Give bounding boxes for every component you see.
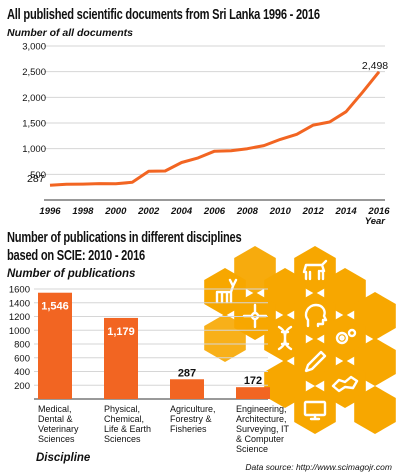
y-tick-label: 200 [14,381,30,392]
x-tick-label: 2010 [269,206,292,217]
x-tick-label: 2012 [302,206,325,217]
data-source: Data source: http://www.scimagojr.com [245,462,392,472]
y-tick-label: 800 [14,340,30,351]
series-line [49,70,381,187]
x-tick-label: 1998 [72,206,94,217]
y-tick-label: 3,000 [22,42,46,53]
gears-icon [335,328,357,345]
y-tick-label: 1000 [9,326,30,337]
bar [104,317,138,399]
y-tick-label: 1,500 [22,119,46,130]
x-tick-label: 2014 [335,206,358,217]
computer-icon [303,400,327,421]
y-tick-label: 1,000 [22,144,46,155]
honeycomb-cell [264,360,306,408]
x-tick-label: 2000 [104,206,127,217]
category-label: Forestry & [170,414,212,424]
category-label: Veterinary [38,424,79,434]
y-tick-label: 600 [14,353,30,364]
y-tick-label: 1400 [9,298,30,309]
bar [236,387,270,399]
bar-chart-ylabel: Number of publications [7,268,136,280]
bar-value-label: 172 [244,375,262,387]
category-label: Surveying, IT [236,424,290,434]
bar-value-label: 1,546 [41,301,69,313]
line-chart: 500 1,000 1,500 2,000 2,500 3,000 1996 1998 2000… [22,42,390,228]
bar-value-label: 1,179 [107,326,135,338]
category-label: Dental & [38,414,73,424]
map-icon [331,375,359,393]
x-tick-label: 2002 [137,206,160,217]
honeycomb-cell [204,314,246,362]
dna-icon [277,325,293,351]
honeycomb-decoration [204,246,396,434]
x-tick-label: 2008 [236,206,259,217]
category-label: Sciences [104,434,141,444]
y-tick-label: 500 [30,170,46,181]
line-chart-title: All published scientific documents from … [7,6,320,23]
line-chart-ylabel: Number of all documents [7,27,134,39]
x-tick-label: 2004 [170,206,193,217]
y-tick-label: 2,000 [22,93,46,104]
bar-chart-title-line2: based on SCIE: 2010 - 2016 [7,247,145,264]
start-value-label: 287 [27,173,45,185]
y-tick-label: 400 [14,367,30,378]
category-label: Medical, [38,404,72,414]
category-label: Sciences [38,434,75,444]
bar [38,292,72,399]
honeycomb-cell [354,386,396,434]
category-label: Chemical, [104,414,144,424]
category-label: Engineering, [236,404,287,414]
y-tick-label: 1200 [9,312,30,323]
category-label: Architecture, [236,414,287,424]
head-icon [304,303,328,328]
deer-icon [215,278,238,304]
category-label: Life & Earth [104,424,151,434]
x-tick-label: 1996 [39,206,61,217]
x-tick-label: 2016 [367,206,390,217]
bar-value-label: 287 [178,367,196,379]
bar-chart: 200 400 600 800 1000 1200 1400 1600 1,546 1,179 28… [9,285,290,465]
x-axis-label: Discipline [36,452,91,464]
end-value-label: 2,498 [362,60,388,72]
pen-icon [304,350,327,373]
honeycomb-cell [324,360,366,408]
bar [170,379,204,399]
category-label: Physical, [104,404,140,414]
category-label: Fisheries [170,424,207,434]
y-tick-label: 2,500 [22,67,46,78]
category-label: & Computer [236,434,284,444]
category-label: Agriculture, [170,404,216,414]
bar-chart-title-line1: Number of publications in different disc… [7,229,242,246]
honeycomb-cell [294,386,336,434]
category-label: Science [236,444,268,454]
x-axis-label: Year [365,216,387,227]
y-tick-label: 1600 [9,285,30,296]
cow-icon [302,259,328,281]
x-tick-label: 2006 [203,206,226,217]
